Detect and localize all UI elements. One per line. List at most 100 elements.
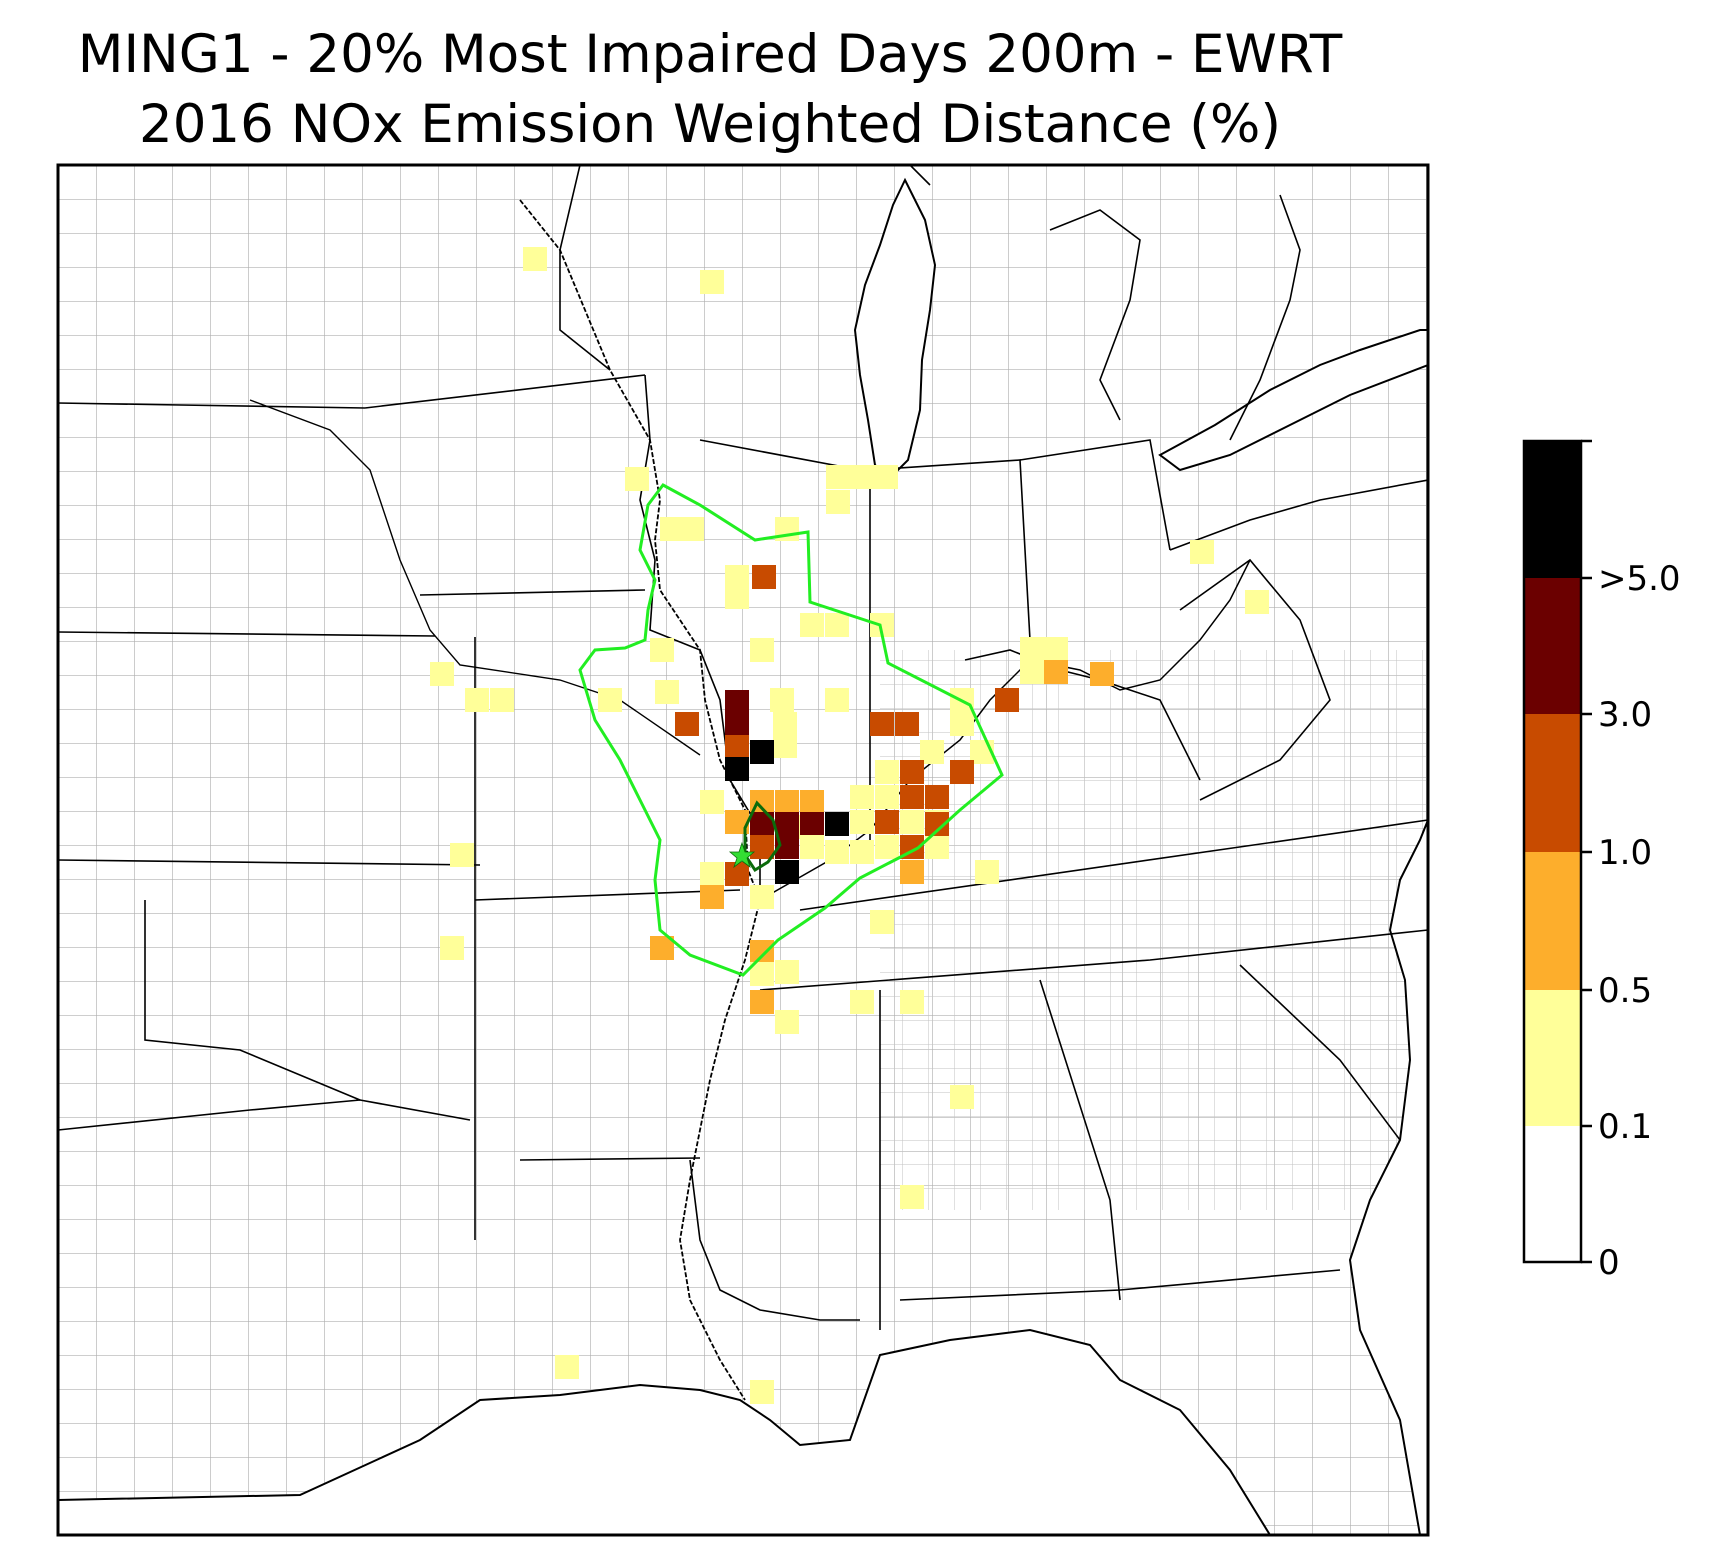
emission-cell <box>900 860 924 884</box>
emission-cell <box>850 785 874 809</box>
emission-cell <box>725 757 749 781</box>
map-title-line-1: MING1 - 20% Most Impaired Days 200m - EW… <box>77 24 1343 85</box>
emission-cell <box>825 688 849 712</box>
emission-cell <box>950 1085 974 1109</box>
emission-cell <box>900 785 924 809</box>
colorbar-bin-0 <box>1524 1126 1581 1262</box>
emission-cells <box>430 247 1269 1404</box>
emission-cell <box>850 810 874 834</box>
colorbar-tick-label-1: 0.1 <box>1598 1107 1653 1147</box>
colorbar <box>1522 439 1592 1264</box>
emission-cell <box>655 680 679 704</box>
emission-cell <box>900 810 924 834</box>
emission-cell <box>995 688 1019 712</box>
emission-cell <box>725 735 749 759</box>
emission-cell <box>826 490 850 514</box>
emission-cell <box>775 960 799 984</box>
emission-cell <box>825 840 849 864</box>
emission-cell <box>680 517 704 541</box>
emission-cell <box>440 936 464 960</box>
emission-cell <box>700 790 724 814</box>
emission-cell <box>950 712 974 736</box>
emission-cell <box>770 688 794 712</box>
emission-cell <box>800 812 824 836</box>
colorbar-tick-label-3: 1.0 <box>1598 833 1653 873</box>
emission-cell <box>465 688 489 712</box>
emission-cell <box>725 862 749 886</box>
emission-cell <box>700 270 724 294</box>
emission-cell <box>750 740 774 764</box>
emission-cell <box>450 843 474 867</box>
colorbar-bin-5 <box>1524 441 1581 578</box>
colorbar-bin-3 <box>1524 714 1581 852</box>
emission-cell <box>800 613 824 637</box>
emission-cell <box>725 712 749 736</box>
emission-cell <box>750 1380 774 1404</box>
map-title-line-2: 2016 NOx Emission Weighted Distance (%) <box>138 94 1281 155</box>
emission-cell <box>775 812 799 836</box>
emission-cell <box>875 785 899 809</box>
emission-cell <box>625 467 649 491</box>
emission-cell <box>523 247 547 271</box>
emission-cell <box>875 810 899 834</box>
emission-cell <box>700 885 724 909</box>
emission-cell <box>975 860 999 884</box>
emission-cell <box>675 712 699 736</box>
emission-cell <box>875 835 899 859</box>
emission-cell <box>826 465 850 489</box>
emission-cell <box>775 860 799 884</box>
emission-cell <box>874 465 898 489</box>
colorbar-bin-4 <box>1524 578 1581 714</box>
emission-cell <box>752 565 776 589</box>
emission-cell <box>825 613 849 637</box>
emission-cell <box>650 638 674 662</box>
emission-cell <box>773 734 797 758</box>
emission-cell <box>1245 590 1269 614</box>
emission-cell <box>775 1010 799 1034</box>
emission-cell <box>1044 660 1068 684</box>
emission-cell <box>850 465 874 489</box>
emission-cell <box>1090 662 1114 686</box>
emission-cell <box>750 990 774 1014</box>
emission-cell <box>598 688 622 712</box>
emission-cell <box>850 840 874 864</box>
emission-cell <box>773 712 797 736</box>
emission-cell <box>700 862 724 886</box>
colorbar-tick-label-4: 3.0 <box>1598 695 1653 735</box>
emission-cell <box>870 910 894 934</box>
emission-cell <box>725 585 749 609</box>
emission-cell <box>875 760 899 784</box>
emission-cell <box>725 690 749 714</box>
emission-cell <box>900 1185 924 1209</box>
emission-cell <box>800 790 824 814</box>
emission-cell <box>750 885 774 909</box>
emission-cell <box>900 760 924 784</box>
emission-cell <box>1190 540 1214 564</box>
map-frame <box>56 163 1430 1537</box>
emission-cell <box>1044 637 1068 661</box>
emission-cell <box>895 712 919 736</box>
emission-cell <box>800 835 824 859</box>
colorbar-bin-1 <box>1524 990 1581 1126</box>
emission-cell <box>1020 660 1044 684</box>
colorbar-tick-label-0: 0 <box>1598 1243 1620 1283</box>
gulf-of-mexico <box>58 1328 1272 1535</box>
emission-cell <box>1020 637 1044 661</box>
site-star-icon <box>728 841 756 869</box>
emission-cell <box>750 835 774 859</box>
emission-cell <box>555 1355 579 1379</box>
emission-cell <box>750 940 774 964</box>
emission-cell <box>925 785 949 809</box>
base-map <box>58 165 1428 1535</box>
colorbar-tick-label-5: >5.0 <box>1598 559 1681 599</box>
colorbar-bin-2 <box>1524 852 1581 990</box>
emission-cell <box>850 990 874 1014</box>
inner-source-outline <box>743 800 782 873</box>
emission-cell <box>775 790 799 814</box>
colorbar-tick-label-2: 0.5 <box>1598 971 1653 1011</box>
emission-cell <box>900 990 924 1014</box>
emission-cell <box>750 638 774 662</box>
emission-cell <box>950 760 974 784</box>
emission-cell <box>870 712 894 736</box>
